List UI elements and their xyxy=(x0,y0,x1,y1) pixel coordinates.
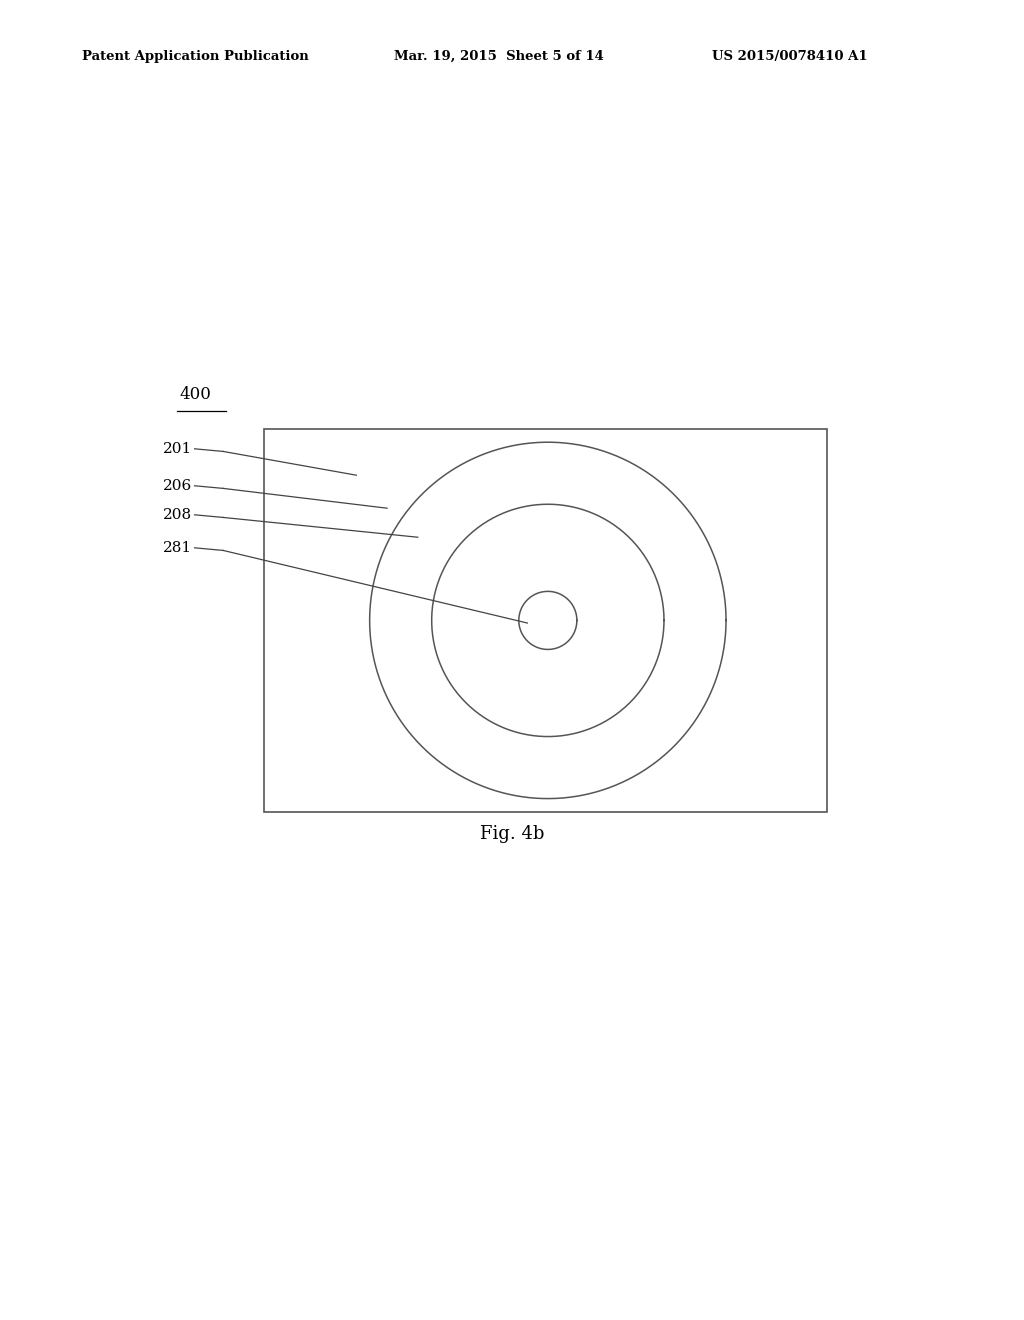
Text: 400: 400 xyxy=(179,385,211,403)
Text: Fig. 4b: Fig. 4b xyxy=(480,825,544,843)
Bar xyxy=(264,429,827,812)
Text: 201: 201 xyxy=(163,442,193,455)
Text: US 2015/0078410 A1: US 2015/0078410 A1 xyxy=(712,50,867,63)
Text: 208: 208 xyxy=(164,508,193,521)
Text: Patent Application Publication: Patent Application Publication xyxy=(82,50,308,63)
Text: 206: 206 xyxy=(163,479,193,492)
Text: Mar. 19, 2015  Sheet 5 of 14: Mar. 19, 2015 Sheet 5 of 14 xyxy=(394,50,604,63)
Text: 281: 281 xyxy=(164,541,193,554)
